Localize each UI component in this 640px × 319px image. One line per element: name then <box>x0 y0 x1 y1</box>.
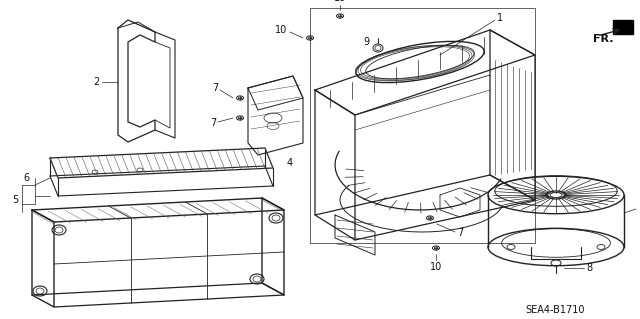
Text: 6: 6 <box>24 173 30 183</box>
Text: 7: 7 <box>210 118 216 128</box>
Text: 7: 7 <box>212 83 218 93</box>
Text: 7: 7 <box>457 228 463 238</box>
Text: 10: 10 <box>275 25 287 35</box>
Ellipse shape <box>546 191 566 199</box>
Bar <box>310 8 535 243</box>
Text: 9: 9 <box>364 37 370 47</box>
Text: 4: 4 <box>287 158 293 168</box>
Text: 10: 10 <box>334 0 346 3</box>
Text: 8: 8 <box>586 263 592 273</box>
Text: 5: 5 <box>12 195 18 205</box>
Text: FR.: FR. <box>593 34 614 44</box>
Text: 2: 2 <box>93 77 100 87</box>
FancyBboxPatch shape <box>613 20 633 34</box>
Text: 1: 1 <box>497 13 503 23</box>
Text: 10: 10 <box>430 262 442 272</box>
Text: SEA4-B1710: SEA4-B1710 <box>525 305 585 315</box>
